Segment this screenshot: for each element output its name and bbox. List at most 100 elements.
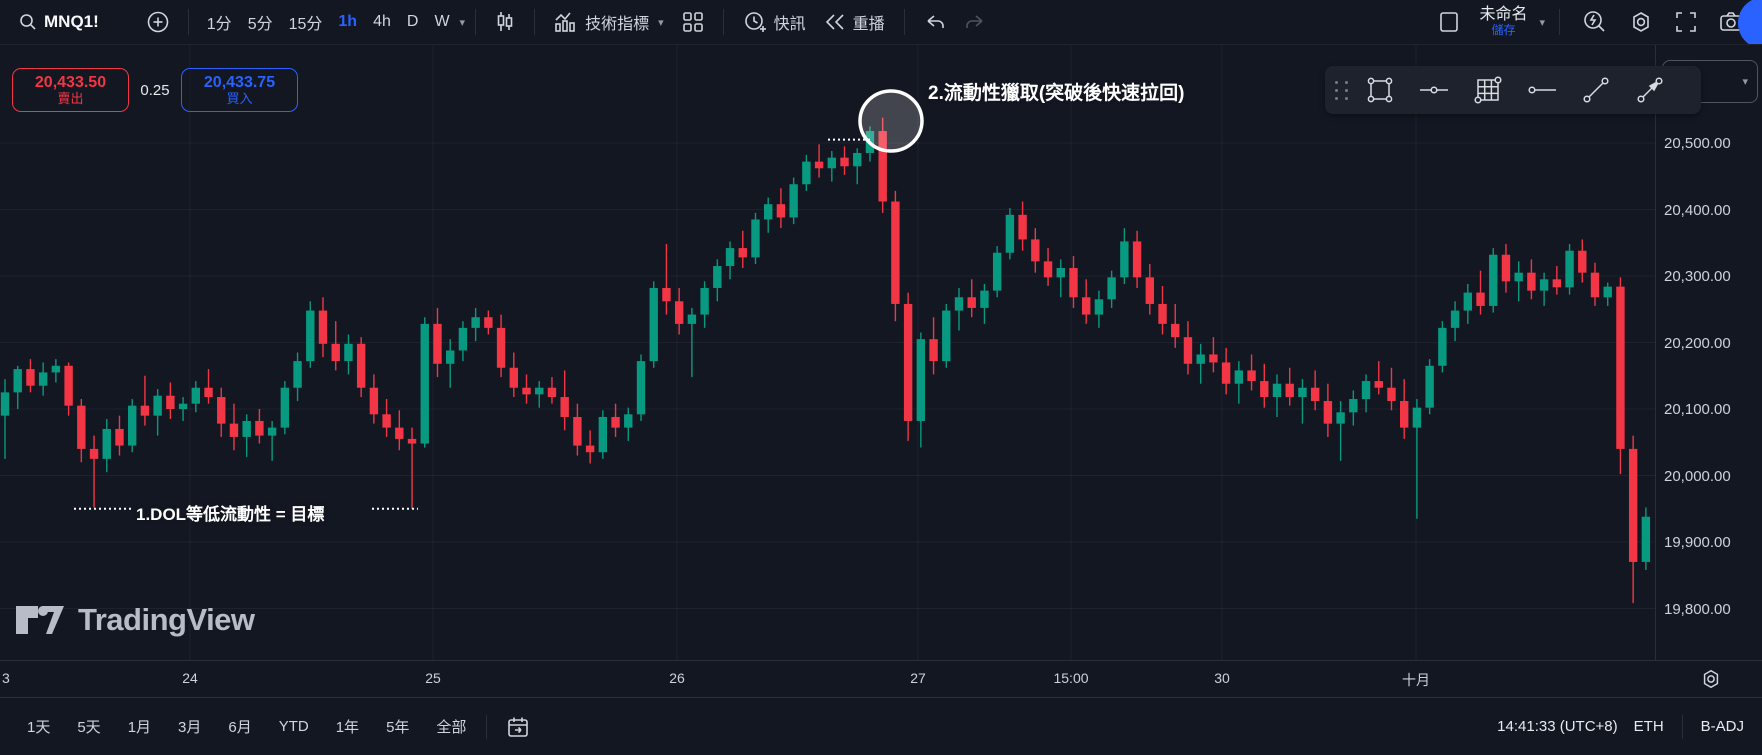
candle bbox=[484, 317, 493, 328]
timeframe-15分[interactable]: 15分 bbox=[288, 16, 323, 33]
annotation-liquidity-grab[interactable]: 2.流動性獵取(突破後快速拉回) bbox=[928, 83, 1185, 104]
gear-icon bbox=[1633, 12, 1649, 32]
adjustment-badge[interactable]: B-ADJ bbox=[1700, 718, 1744, 735]
time-axis-label: 十月 bbox=[1402, 672, 1430, 688]
rectangle-tool-button[interactable] bbox=[1353, 70, 1407, 110]
timeframe-W[interactable]: W bbox=[434, 13, 450, 30]
go-to-date-button[interactable] bbox=[497, 710, 539, 744]
time-axis[interactable]: 3 24 25 26 27 15:00 30 十月 bbox=[0, 660, 1762, 697]
rectangle-tool-icon bbox=[1367, 77, 1393, 103]
alert-button[interactable]: 快訊 bbox=[734, 5, 815, 39]
candle bbox=[89, 448, 99, 459]
symbol-search-button[interactable]: MNQ1! bbox=[10, 7, 108, 37]
chart-region: 20,500.00 20,400.00 20,300.00 20,200.00 20,1… bbox=[0, 45, 1762, 660]
range-1天[interactable]: 1天 bbox=[27, 719, 51, 736]
timeframe-4h[interactable]: 4h bbox=[373, 13, 391, 30]
range-1月[interactable]: 1月 bbox=[127, 719, 152, 736]
bottom-right-group: 14:41:33 (UTC+8) ETH B-ADJ bbox=[1497, 714, 1744, 739]
price-axis-label: 20,500.00 bbox=[1664, 135, 1731, 152]
range-1年[interactable]: 1年 bbox=[335, 719, 360, 736]
buy-button[interactable]: 20,433.75 買入 bbox=[181, 68, 298, 112]
candle bbox=[903, 303, 913, 421]
timeframe-1h[interactable]: 1h bbox=[338, 13, 358, 30]
horizontal-ray-tool-button[interactable] bbox=[1515, 70, 1569, 110]
range-3月[interactable]: 3月 bbox=[178, 719, 202, 736]
time-axis-settings-button[interactable] bbox=[1700, 668, 1722, 690]
candle bbox=[1438, 327, 1447, 366]
range-全部[interactable]: 全部 bbox=[436, 719, 467, 736]
replay-button[interactable]: 重播 bbox=[815, 5, 894, 39]
timeframe-D[interactable]: D bbox=[406, 13, 419, 30]
fib-grid-tool-icon bbox=[1474, 76, 1502, 104]
sell-button[interactable]: 20,433.50 賣出 bbox=[12, 68, 129, 112]
trend-line-tool-button[interactable] bbox=[1569, 70, 1623, 110]
layout-save-control[interactable]: 未命名 儲存 bbox=[1473, 5, 1533, 38]
single-layout-icon bbox=[1440, 12, 1459, 32]
chart-surface[interactable] bbox=[0, 45, 1762, 660]
sell-price: 20,433.50 bbox=[34, 74, 107, 92]
candle bbox=[1400, 401, 1409, 428]
chevron-down-icon[interactable]: ▾ bbox=[1539, 16, 1545, 29]
compare-add-button[interactable] bbox=[138, 6, 178, 38]
candle bbox=[789, 184, 798, 218]
candle bbox=[306, 310, 315, 362]
range-5天[interactable]: 5天 bbox=[77, 719, 101, 736]
settings-button[interactable] bbox=[1620, 5, 1662, 39]
clock[interactable]: 14:41:33 (UTC+8) bbox=[1497, 718, 1618, 735]
time-axis-label: 3 bbox=[2, 670, 10, 686]
candle bbox=[1590, 272, 1600, 298]
candle bbox=[980, 290, 989, 308]
range-5年[interactable]: 5年 bbox=[386, 719, 410, 736]
chart-style-button[interactable] bbox=[486, 6, 524, 38]
candle bbox=[878, 131, 887, 202]
candle bbox=[446, 350, 455, 364]
quick-search-button[interactable] bbox=[1574, 5, 1616, 39]
undo-button[interactable] bbox=[915, 9, 955, 35]
replay-label: 重播 bbox=[852, 16, 885, 33]
layout-grid-button[interactable] bbox=[673, 6, 713, 38]
candle bbox=[1323, 401, 1333, 424]
range-6月[interactable]: 6月 bbox=[228, 719, 252, 736]
candle bbox=[751, 219, 760, 258]
candle bbox=[1069, 268, 1078, 298]
candle bbox=[725, 248, 735, 267]
candle bbox=[1120, 241, 1129, 278]
time-axis-label: 15:00 bbox=[1053, 670, 1089, 686]
liquidity-grab-circle[interactable] bbox=[858, 89, 924, 153]
candle bbox=[420, 323, 429, 444]
candle bbox=[1463, 292, 1472, 311]
toolbar-separator bbox=[722, 9, 724, 35]
candle bbox=[382, 414, 391, 428]
candle bbox=[242, 420, 251, 437]
arrow-tool-button[interactable] bbox=[1623, 70, 1677, 110]
candle bbox=[1196, 354, 1205, 364]
chevron-down-icon[interactable]: ▾ bbox=[459, 16, 466, 29]
symbol-name: MNQ1! bbox=[44, 12, 99, 31]
timeframe-1分[interactable]: 1分 bbox=[206, 16, 232, 33]
layout-select-button[interactable] bbox=[1429, 5, 1469, 39]
candle bbox=[407, 438, 417, 444]
candle bbox=[1209, 354, 1218, 363]
candle bbox=[598, 416, 608, 453]
toolbar-separator bbox=[475, 9, 477, 35]
timeframe-5分[interactable]: 5分 bbox=[247, 16, 273, 33]
candle bbox=[13, 369, 22, 393]
horizontal-line-tool-button[interactable] bbox=[1407, 70, 1461, 110]
range-YTD[interactable]: YTD bbox=[278, 718, 309, 735]
drag-handle[interactable] bbox=[1331, 77, 1353, 103]
candle bbox=[0, 392, 10, 416]
user-avatar[interactable] bbox=[1738, 0, 1762, 44]
redo-button[interactable] bbox=[955, 9, 995, 35]
session-eth[interactable]: ETH bbox=[1633, 718, 1664, 735]
fullscreen-icon bbox=[1676, 12, 1696, 32]
candle bbox=[217, 397, 226, 424]
price-axis-label: 19,800.00 bbox=[1664, 600, 1731, 618]
indicators-button[interactable]: 技術指標 ▾ bbox=[545, 5, 673, 39]
candle bbox=[1578, 250, 1587, 273]
candle bbox=[1489, 254, 1498, 306]
fib-grid-tool-button[interactable] bbox=[1461, 70, 1515, 110]
candle bbox=[1221, 362, 1231, 384]
top-toolbar: MNQ1! 1分 5分 15分 1h 4h D W ▾ 技術指標 ▾ 快訊 重播 bbox=[0, 0, 1762, 45]
fullscreen-button[interactable] bbox=[1666, 6, 1706, 38]
annotation-equal-lows[interactable]: 1.DOL等低流動性 = 目標 bbox=[136, 505, 325, 524]
